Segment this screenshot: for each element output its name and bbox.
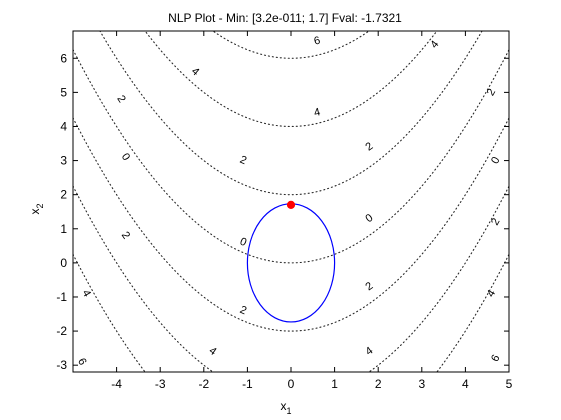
x-tick-label: -3 (155, 377, 166, 391)
contour-label: 2 (489, 216, 502, 227)
contour-label: 6 (75, 356, 88, 367)
contour-label: 2 (363, 280, 375, 293)
contour-label: 2 (485, 87, 498, 98)
y-axis-label-subscript: 2 (35, 203, 45, 208)
y-axis-label-main: x (28, 209, 42, 215)
y-tick-label: 2 (60, 188, 67, 202)
contour-label: 4 (485, 288, 498, 299)
contour-label: 0 (238, 236, 248, 249)
y-tick-label: 5 (60, 85, 67, 99)
y-tick-label: 6 (60, 51, 67, 65)
contour-label: 6 (313, 35, 322, 48)
chart-title: NLP Plot - Min: [3.2e-011; 1.7] Fval: -1… (168, 11, 402, 25)
x-tick-label: 4 (462, 377, 469, 391)
x-tick-label: 0 (288, 377, 295, 391)
axis-ticks: -4 -3 -2 -1 0 1 2 3 4 5 -3 -2 -1 0 1 2 3 4 5 6 (56, 31, 513, 391)
contour-label: 4 (79, 288, 92, 299)
x-axis-label-subscript: 1 (286, 406, 291, 416)
y-tick-label: 1 (60, 222, 67, 236)
contour-label: 0 (119, 151, 132, 163)
contour-label: 4 (313, 106, 322, 119)
contour-label: 4 (207, 345, 219, 358)
x-axis-label: x1 (280, 399, 291, 416)
x-tick-label: 3 (418, 377, 425, 391)
x-tick-label: -4 (111, 377, 122, 391)
contour-label: 2 (119, 230, 132, 242)
contour-label: 0 (489, 155, 502, 166)
contour-label: 2 (238, 154, 248, 167)
y-tick-label: 0 (60, 256, 67, 270)
y-tick-label: -3 (56, 358, 67, 372)
contour-label: 2 (238, 304, 248, 317)
y-axis-label: x2 (28, 203, 45, 214)
x-tick-label: -2 (198, 377, 209, 391)
contour-label: 0 (364, 212, 376, 225)
y-tick-label: -2 (56, 324, 67, 338)
x-tick-label: 5 (506, 377, 513, 391)
x-axis-label-main: x (280, 399, 286, 413)
contour-label: 2 (363, 140, 375, 153)
contour-label: 6 (489, 353, 502, 364)
minimum-point-marker (286, 200, 296, 210)
x-tick-label: 1 (331, 377, 338, 391)
minimum-markers (286, 200, 296, 210)
y-tick-label: -1 (56, 290, 67, 304)
contour-label: 2 (114, 93, 127, 105)
x-tick-label: -1 (242, 377, 253, 391)
y-tick-label: 3 (60, 154, 67, 168)
y-tick-label: 4 (60, 119, 67, 133)
x-tick-label: 2 (375, 377, 382, 391)
contour-label: 4 (363, 345, 375, 358)
